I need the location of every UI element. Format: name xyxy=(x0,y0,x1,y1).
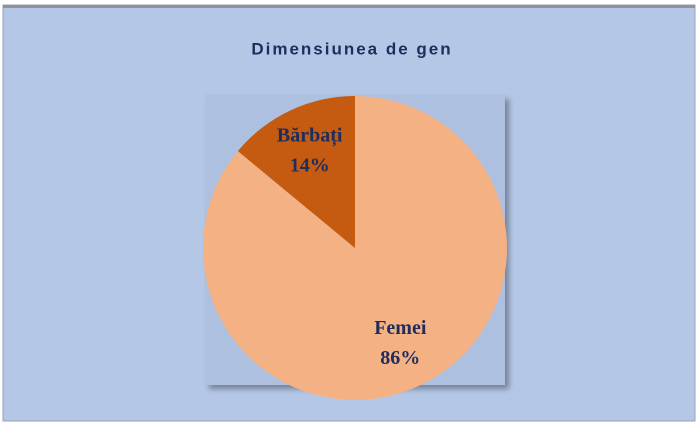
slice-value-label: 14% xyxy=(290,154,330,176)
slice-value-label: 86% xyxy=(380,347,420,369)
slice-label: Femei xyxy=(374,317,427,339)
pie-slice xyxy=(203,96,508,400)
slice-label: Bărbați xyxy=(277,124,343,147)
pie-slice xyxy=(237,96,355,248)
chart-title: Dimensiunea de gen xyxy=(251,39,452,58)
top-border xyxy=(3,5,695,8)
